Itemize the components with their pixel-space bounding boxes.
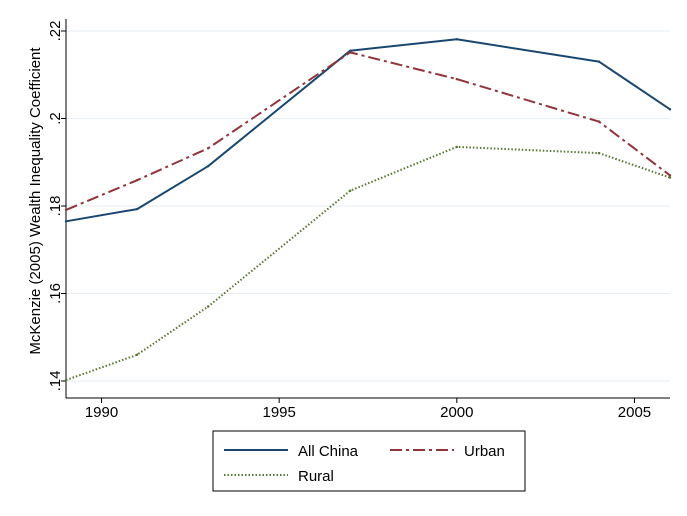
data-point xyxy=(206,305,210,308)
data-point xyxy=(455,38,459,41)
x-tick-label: 1995 xyxy=(262,404,295,421)
y-tick-label: .16 xyxy=(47,283,64,304)
axes: .14 .16 .18 .2 .22 1990 1995 2000 2005 xyxy=(47,19,670,421)
y-axis-title: McKenzie (2005) Wealth Inequality Coeffi… xyxy=(27,47,44,355)
data-point xyxy=(135,353,139,356)
data-point xyxy=(349,51,352,54)
data-point xyxy=(668,176,672,179)
gridlines xyxy=(66,30,670,382)
data-point xyxy=(668,174,672,177)
data-point xyxy=(455,77,459,81)
y-tick-label: .18 xyxy=(47,196,64,217)
data-point xyxy=(64,220,68,223)
legend-label: Rural xyxy=(298,468,334,485)
data-point xyxy=(455,145,459,149)
data-point xyxy=(668,108,672,111)
data-point xyxy=(349,189,352,192)
data-point xyxy=(64,378,68,382)
y-tick-label: .14 xyxy=(47,371,64,392)
data-point xyxy=(597,120,601,123)
x-tick-label: 2005 xyxy=(618,404,651,421)
legend-label: Urban xyxy=(464,443,505,460)
legend-label: All China xyxy=(298,443,359,460)
x-tick-label: 2000 xyxy=(440,404,473,421)
y-tick-label: .2 xyxy=(47,112,64,125)
legend-box xyxy=(212,430,526,492)
x-tick-label: 1990 xyxy=(85,404,118,421)
legend: All China Urban Rural xyxy=(212,430,526,492)
data-point xyxy=(135,178,139,182)
data-point xyxy=(64,208,68,212)
data-point xyxy=(597,151,601,155)
data-point xyxy=(206,164,210,168)
data-point xyxy=(349,49,352,52)
data-point xyxy=(206,147,210,150)
y-tick-label: .22 xyxy=(47,21,64,42)
data-point xyxy=(597,60,601,63)
data-point xyxy=(135,207,139,211)
series-lines xyxy=(64,38,672,382)
